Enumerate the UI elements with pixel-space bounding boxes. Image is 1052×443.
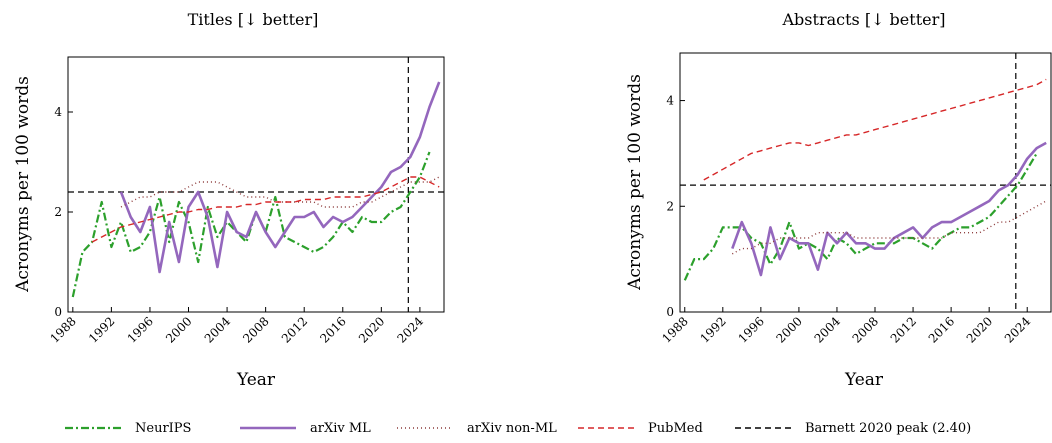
abstracts-y-axis-label: Acronyms per 100 words	[625, 74, 645, 291]
titles-x-axis-label: Year	[236, 370, 276, 390]
abstracts-x-tick-label: 2000	[774, 314, 805, 345]
titles-series-arxiv-ml	[119, 81, 441, 274]
titles-series-pubmed	[91, 176, 440, 243]
abstracts-x-tick-label: 2012	[888, 314, 919, 345]
abstracts-x-tick-label: 2024	[1002, 314, 1034, 346]
titles-panel: Titles [↓ better] 0 2 4 1988 1992 1996 2000 20…	[13, 10, 445, 390]
abstracts-x-tick-label: 2008	[850, 314, 881, 345]
abstracts-series-pubmed	[703, 78, 1047, 181]
titles-x-tick-label: 1992	[86, 314, 117, 345]
titles-x-tick-label: 2004	[202, 314, 234, 346]
titles-x-tick-label: 2008	[240, 314, 271, 345]
titles-chart-title: Titles [↓ better]	[188, 10, 319, 29]
abstracts-series-arxiv-non-ml	[731, 200, 1047, 255]
legend-label-pubmed: PubMed	[648, 421, 703, 436]
titles-series-arxiv-non-ml	[120, 176, 440, 208]
titles-x-tick-label: 2012	[279, 314, 310, 345]
abstracts-x-axis-label: Year	[844, 370, 884, 390]
legend-label-neurips: NeurIPS	[135, 421, 191, 436]
abstracts-plot-frame	[679, 52, 1052, 313]
abstracts-y-tick-label: 0	[666, 305, 674, 319]
abstracts-x-tick-label: 1996	[735, 314, 766, 345]
abstracts-x-tick-label: 1988	[659, 314, 690, 345]
titles-x-tick-label: 2024	[395, 314, 427, 346]
titles-x-tick-label: 2016	[317, 314, 348, 345]
legend-label-arxiv-ml: arXiv ML	[310, 421, 371, 436]
titles-x-tick-label: 2020	[356, 314, 387, 345]
titles-plot-frame	[67, 56, 445, 313]
titles-x-tick-label: 1988	[47, 314, 78, 345]
titles-x-tick-label: 2000	[163, 314, 194, 345]
abstracts-y-tick-label: 2	[666, 199, 674, 213]
abstracts-chart-title: Abstracts [↓ better]	[782, 10, 946, 29]
abstracts-x-tick-label: 2020	[964, 314, 995, 345]
titles-x-tick-label: 1996	[125, 314, 156, 345]
abstracts-y-tick-label: 4	[666, 94, 674, 108]
abstracts-x-tick-label: 2004	[812, 314, 844, 346]
titles-y-axis-label: Acronyms per 100 words	[13, 76, 33, 293]
titles-y-tick-label: 0	[54, 305, 62, 319]
legend-label-arxiv-non-ml: arXiv non-ML	[467, 421, 557, 436]
abstracts-panel: Abstracts [↓ better] 0 2 4 1988 1992 1996 200…	[625, 10, 1052, 390]
titles-series-neurips	[71, 151, 431, 298]
titles-y-tick-label: 2	[54, 205, 62, 219]
abstracts-series-neurips	[683, 152, 1038, 281]
abstracts-x-tick-label: 2016	[926, 314, 957, 345]
titles-y-tick-label: 4	[54, 105, 62, 119]
legend-label-barnett-2020-peak-2-40: Barnett 2020 peak (2.40)	[805, 421, 971, 436]
chart-legend: NeurIPS arXiv ML arXiv non-ML PubMed Barnett…	[65, 421, 971, 436]
abstracts-x-tick-label: 1992	[697, 314, 728, 345]
abstracts-series-arxiv-ml	[731, 141, 1047, 277]
